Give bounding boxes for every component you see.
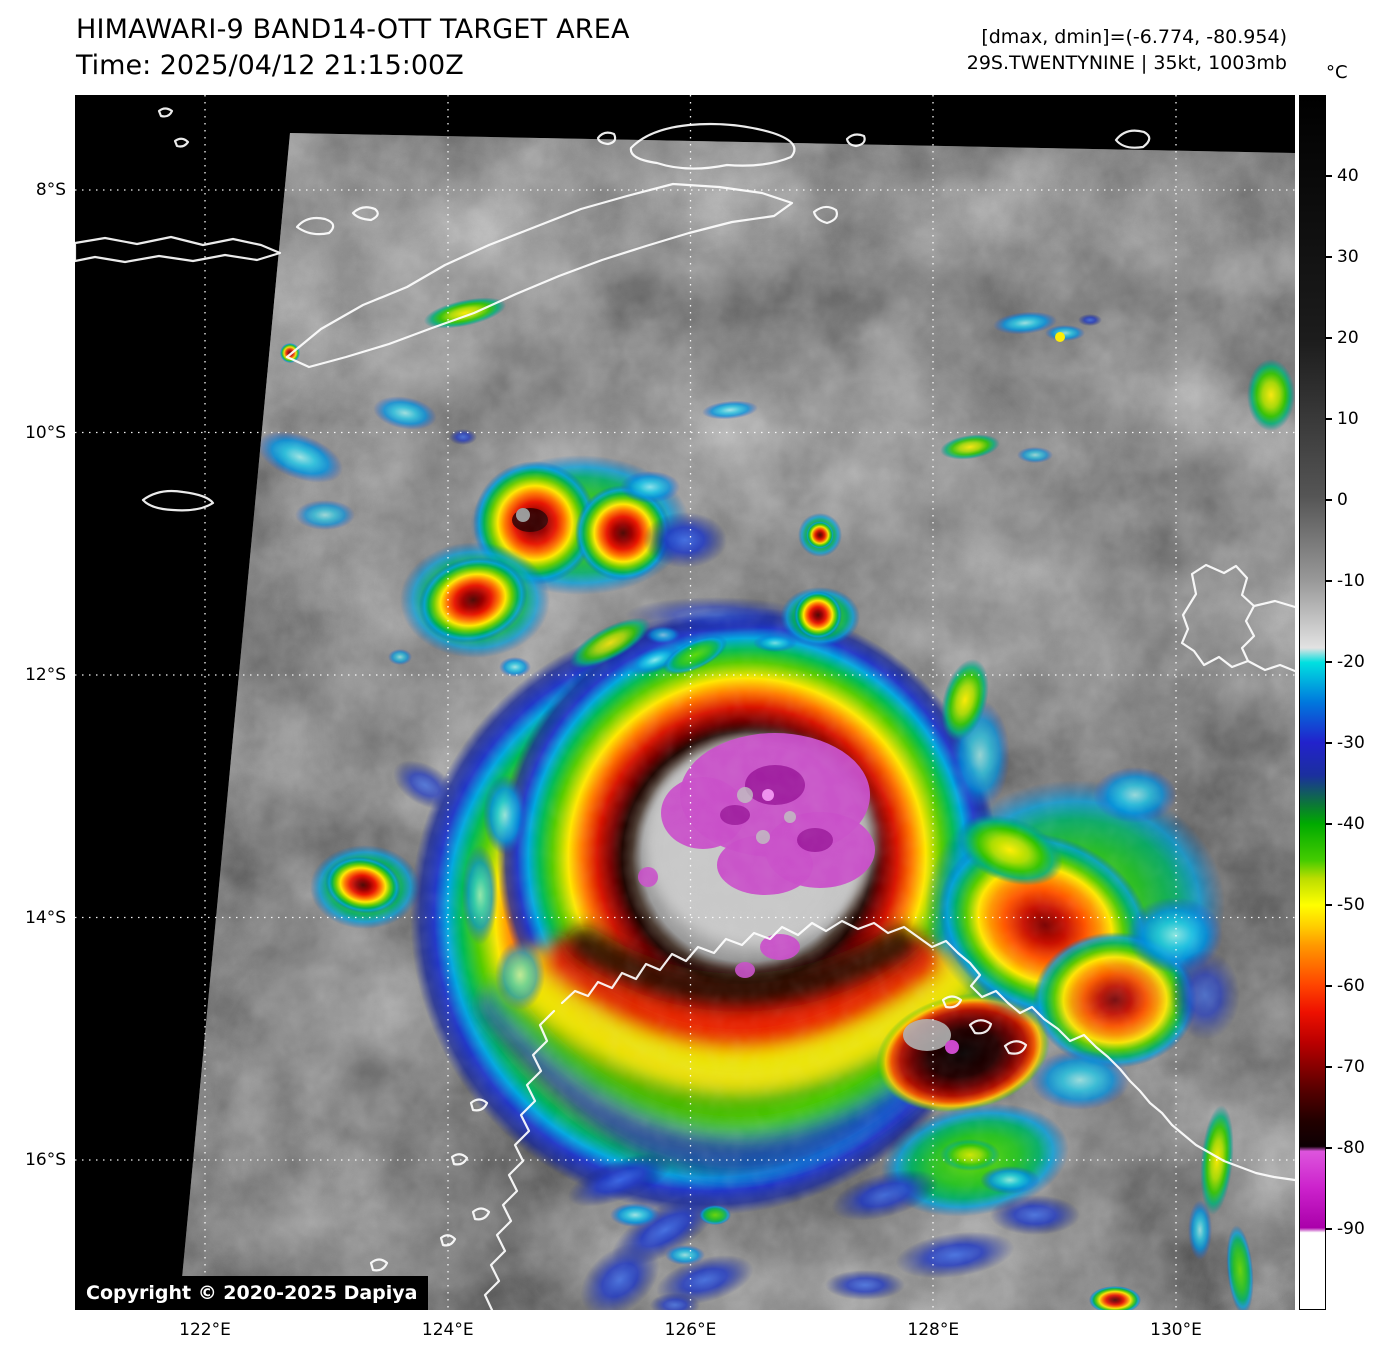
lon-tick-label: 126°E xyxy=(664,1320,717,1340)
gridlines xyxy=(75,95,1295,1310)
satellite-image xyxy=(75,95,1295,1310)
colorbar-tickmark xyxy=(1326,337,1332,339)
colorbar-tickmark xyxy=(1326,175,1332,177)
colorbar-tick: -90 xyxy=(1326,1219,1365,1239)
colorbar-tickmark xyxy=(1326,1066,1332,1068)
header-annotations: [dmax, dmin]=(-6.774, -80.954) 29S.TWENT… xyxy=(967,24,1287,76)
colorbar-tickmark xyxy=(1326,985,1332,987)
colorbar-tick-label: -60 xyxy=(1337,976,1365,996)
lat-tick-label: 10°S xyxy=(25,422,66,443)
colorbar-tick: -80 xyxy=(1326,1138,1365,1158)
colorbar-tick-label: -20 xyxy=(1337,652,1365,672)
colorbar-tick-label: -40 xyxy=(1337,814,1365,834)
lat-tick-label: 16°S xyxy=(25,1150,66,1170)
colorbar-gradient xyxy=(1300,96,1325,1309)
colorbar-tick: -40 xyxy=(1326,814,1365,834)
page-title: HIMAWARI-9 BAND14-OTT TARGET AREA xyxy=(76,14,630,45)
colorbar-tick: 30 xyxy=(1326,247,1359,267)
colorbar-tick-label: 10 xyxy=(1337,409,1359,429)
lat-tick-label: 14°S xyxy=(25,907,66,928)
colorbar-tick: 40 xyxy=(1326,166,1359,186)
colorbar-tick-label: -90 xyxy=(1337,1219,1365,1239)
lat-tick-label: 8°S xyxy=(35,180,66,200)
colorbar-tickmark xyxy=(1326,1147,1332,1149)
colorbar-tick: -70 xyxy=(1326,1057,1365,1077)
colorbar-tickmark xyxy=(1326,499,1332,501)
colorbar-tick-label: 40 xyxy=(1337,166,1359,186)
colorbar-tick-label: 0 xyxy=(1337,490,1348,510)
colorbar-tickmark xyxy=(1326,1228,1332,1230)
colorbar-tick: -10 xyxy=(1326,571,1365,591)
storm-info-annotation: 29S.TWENTYNINE | 35kt, 1003mb xyxy=(966,52,1287,74)
colorbar-tick-label: -70 xyxy=(1337,1057,1365,1077)
lat-tick-label: 12°S xyxy=(25,665,66,685)
dmax-dmin-annotation: [dmax, dmin]=(-6.774, -80.954) xyxy=(981,26,1287,48)
colorbar-tick: 0 xyxy=(1326,490,1348,510)
lon-tick-label: 128°E xyxy=(907,1320,960,1340)
colorbar xyxy=(1299,95,1326,1310)
colorbar-tick: -60 xyxy=(1326,976,1365,996)
colorbar-tickmark xyxy=(1326,823,1332,825)
colorbar-tickmark xyxy=(1326,661,1332,663)
colorbar-tick: 10 xyxy=(1326,409,1359,429)
colorbar-tick-label: -30 xyxy=(1337,733,1365,753)
timestamp: Time: 2025/04/12 21:15:00Z xyxy=(76,50,464,81)
colorbar-tick: -20 xyxy=(1326,652,1365,672)
colorbar-tick: 20 xyxy=(1326,328,1359,348)
colorbar-tick-label: -50 xyxy=(1337,895,1365,915)
colorbar-tick: -50 xyxy=(1326,895,1365,915)
coastlines xyxy=(75,107,1295,1310)
colorbar-unit: °C xyxy=(1326,62,1348,83)
lon-tick-label: 124°E xyxy=(421,1320,474,1340)
colorbar-tickmark xyxy=(1326,418,1332,420)
colorbar-tickmark xyxy=(1326,742,1332,744)
satellite-scene xyxy=(75,95,1295,1310)
lon-tick-label: 130°E xyxy=(1150,1320,1202,1340)
colorbar-tickmark xyxy=(1326,580,1332,582)
copyright-badge: Copyright © 2020-2025 Dapiya xyxy=(75,1276,429,1310)
colorbar-tickmark xyxy=(1326,904,1332,906)
colorbar-tick-label: -80 xyxy=(1337,1138,1365,1158)
colorbar-tick-label: -10 xyxy=(1337,571,1365,591)
colorbar-tick: -30 xyxy=(1326,733,1365,753)
colorbar-tick-label: 20 xyxy=(1337,328,1359,348)
colorbar-tickmark xyxy=(1326,256,1332,258)
lon-tick-label: 122°E xyxy=(179,1320,231,1340)
colorbar-tick-label: 30 xyxy=(1337,247,1359,267)
